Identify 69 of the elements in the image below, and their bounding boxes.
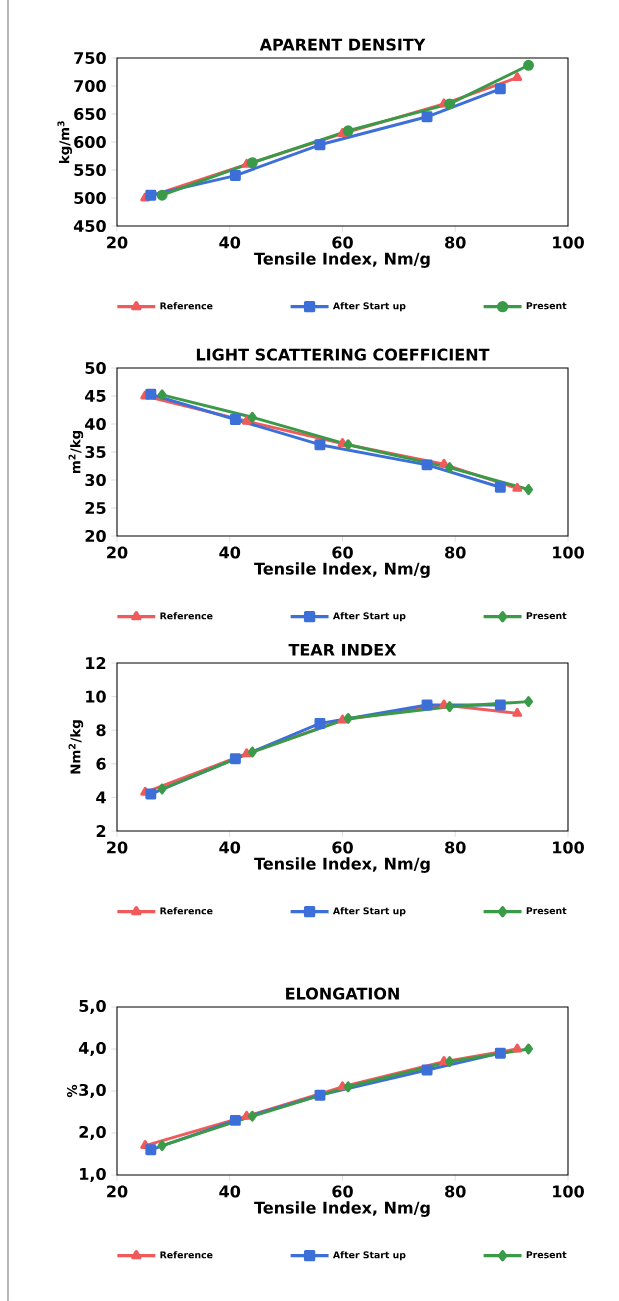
x-tick-label: 100 [553, 546, 584, 559]
legend-label: Reference [160, 302, 213, 310]
y-axis-title: % [67, 1084, 78, 1098]
y-tick-label: 6 [96, 757, 106, 770]
y-tick-label: 3,0 [79, 1083, 106, 1099]
x-tick-label: 20 [107, 546, 128, 559]
y-axis-title: m$^{2}$/kg [68, 430, 84, 474]
legend-label: After Start up [332, 1251, 406, 1261]
x-axis-title: Tensile Index, Nm/g [254, 252, 430, 268]
y-tick-label: 1,0 [80, 1167, 106, 1183]
y-tick-label: 600 [74, 135, 106, 149]
x-tick-label: 20 [107, 236, 128, 249]
y-tick-label: 4,0 [78, 1041, 106, 1057]
x-tick-label: 80 [445, 1185, 466, 1198]
y-tick-label: 550 [74, 163, 106, 177]
x-axis-title: Tensile Index, Nm/g [254, 1201, 430, 1217]
x-tick-label: 40 [219, 1185, 241, 1198]
x-tick-label: 100 [553, 236, 584, 249]
legend-label: Present [526, 907, 567, 915]
y-tick-label: 450 [73, 219, 106, 233]
legend-label: After Start up [332, 907, 406, 917]
x-tick-label: 60 [332, 1185, 353, 1198]
x-axis-title: Tensile Index, Nm/g [254, 562, 430, 578]
x-tick-label: 40 [219, 546, 241, 559]
legend-label: Present [526, 1251, 567, 1259]
y-tick-label: 40 [85, 417, 106, 431]
x-axis-title: Tensile Index, Nm/g [254, 857, 430, 873]
legend-label: After Start up [332, 612, 406, 622]
y-tick-label: 35 [85, 445, 106, 459]
y-tick-label: 25 [85, 501, 106, 515]
x-tick-label: 60 [332, 841, 353, 854]
x-tick-label: 40 [219, 236, 241, 249]
legend-label: After Start up [332, 302, 406, 312]
y-tick-label: 4 [96, 791, 106, 804]
y-tick-label: 2,0 [79, 1125, 106, 1141]
chart-title: ELONGATION [286, 987, 399, 1000]
chart-title: APARENT DENSITY [259, 38, 426, 51]
y-axis-title: Nm$^{2}$/kg [68, 720, 84, 774]
legend-label: Reference [160, 1251, 213, 1259]
y-tick-label: 700 [74, 79, 106, 93]
y-tick-label: 30 [85, 473, 106, 487]
y-tick-label: 750 [74, 51, 106, 65]
y-tick-label: 650 [74, 107, 106, 121]
y-tick-label: 500 [74, 191, 106, 205]
legend-label: Present [526, 302, 567, 310]
chart-title: LIGHT SCATTERING COEFFICIENT [196, 348, 490, 361]
x-tick-label: 80 [445, 546, 466, 559]
y-axis-title: kg/m$^{3}$ [57, 121, 73, 164]
legend-label: Present [526, 612, 567, 620]
y-tick-label: 8 [96, 724, 106, 737]
y-tick-label: 10 [86, 690, 106, 703]
y-tick-label: 2 [96, 825, 106, 837]
y-tick-label: 45 [85, 390, 106, 402]
y-tick-label: 12 [86, 657, 106, 669]
legend-label: Reference [160, 907, 213, 915]
legend-label: Reference [160, 612, 213, 620]
chart-title: TEAR INDEX [288, 643, 397, 656]
x-tick-label: 80 [445, 841, 466, 854]
y-tick-label: 5,0 [79, 999, 106, 1015]
x-tick-label: 20 [107, 841, 128, 854]
x-tick-label: 40 [219, 841, 241, 854]
y-tick-label: 50 [85, 361, 106, 375]
x-tick-label: 100 [553, 841, 584, 854]
x-tick-label: 60 [332, 546, 353, 559]
x-tick-label: 80 [445, 236, 466, 249]
y-tick-label: 20 [85, 529, 106, 543]
x-tick-label: 60 [332, 236, 353, 249]
x-tick-label: 20 [107, 1185, 128, 1198]
x-tick-label: 100 [553, 1185, 584, 1198]
